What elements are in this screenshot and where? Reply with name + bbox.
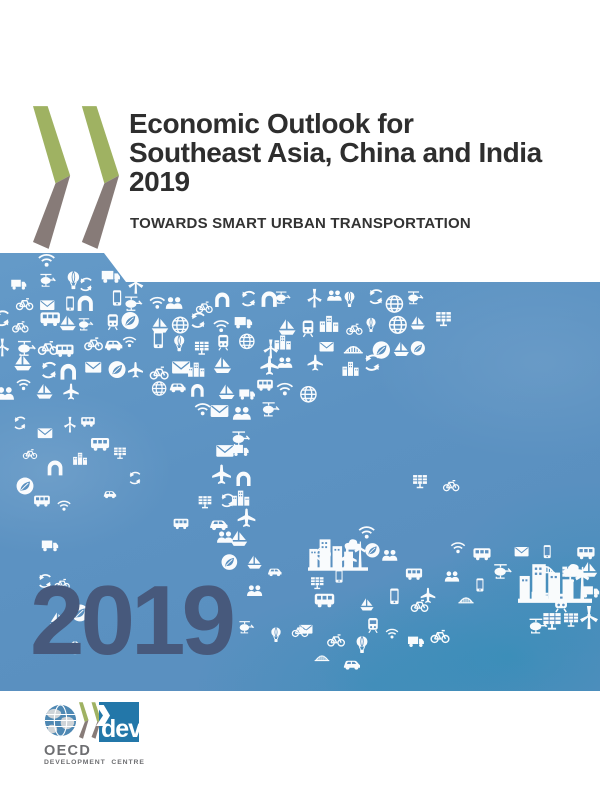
oecd-chevrons-logo [33,106,119,249]
development-centre-label: DEVELOPMENT CENTRE [44,759,145,766]
dev-wordmark: dev [101,715,142,743]
page-subtitle: TOWARDS SMART URBAN TRANSPORTATION [130,215,471,232]
page-title: Economic Outlook for Southeast Asia, Chi… [129,109,542,196]
oecd-globe-icon [44,704,77,737]
title-line-1: Economic Outlook for [129,108,414,139]
oecd-wordmark: OECD [44,743,92,759]
title-line-2: Southeast Asia, China and India [129,137,542,168]
dev-logo-box: dev [96,702,142,743]
year-overlay: 2019 [30,565,236,675]
chevron-notch-icon [96,705,110,726]
footer-section: OECD dev DEVELOPMENT CENTRE [0,691,600,800]
map-panel: 2019 [0,253,600,691]
title-line-3: 2019 [129,166,190,197]
